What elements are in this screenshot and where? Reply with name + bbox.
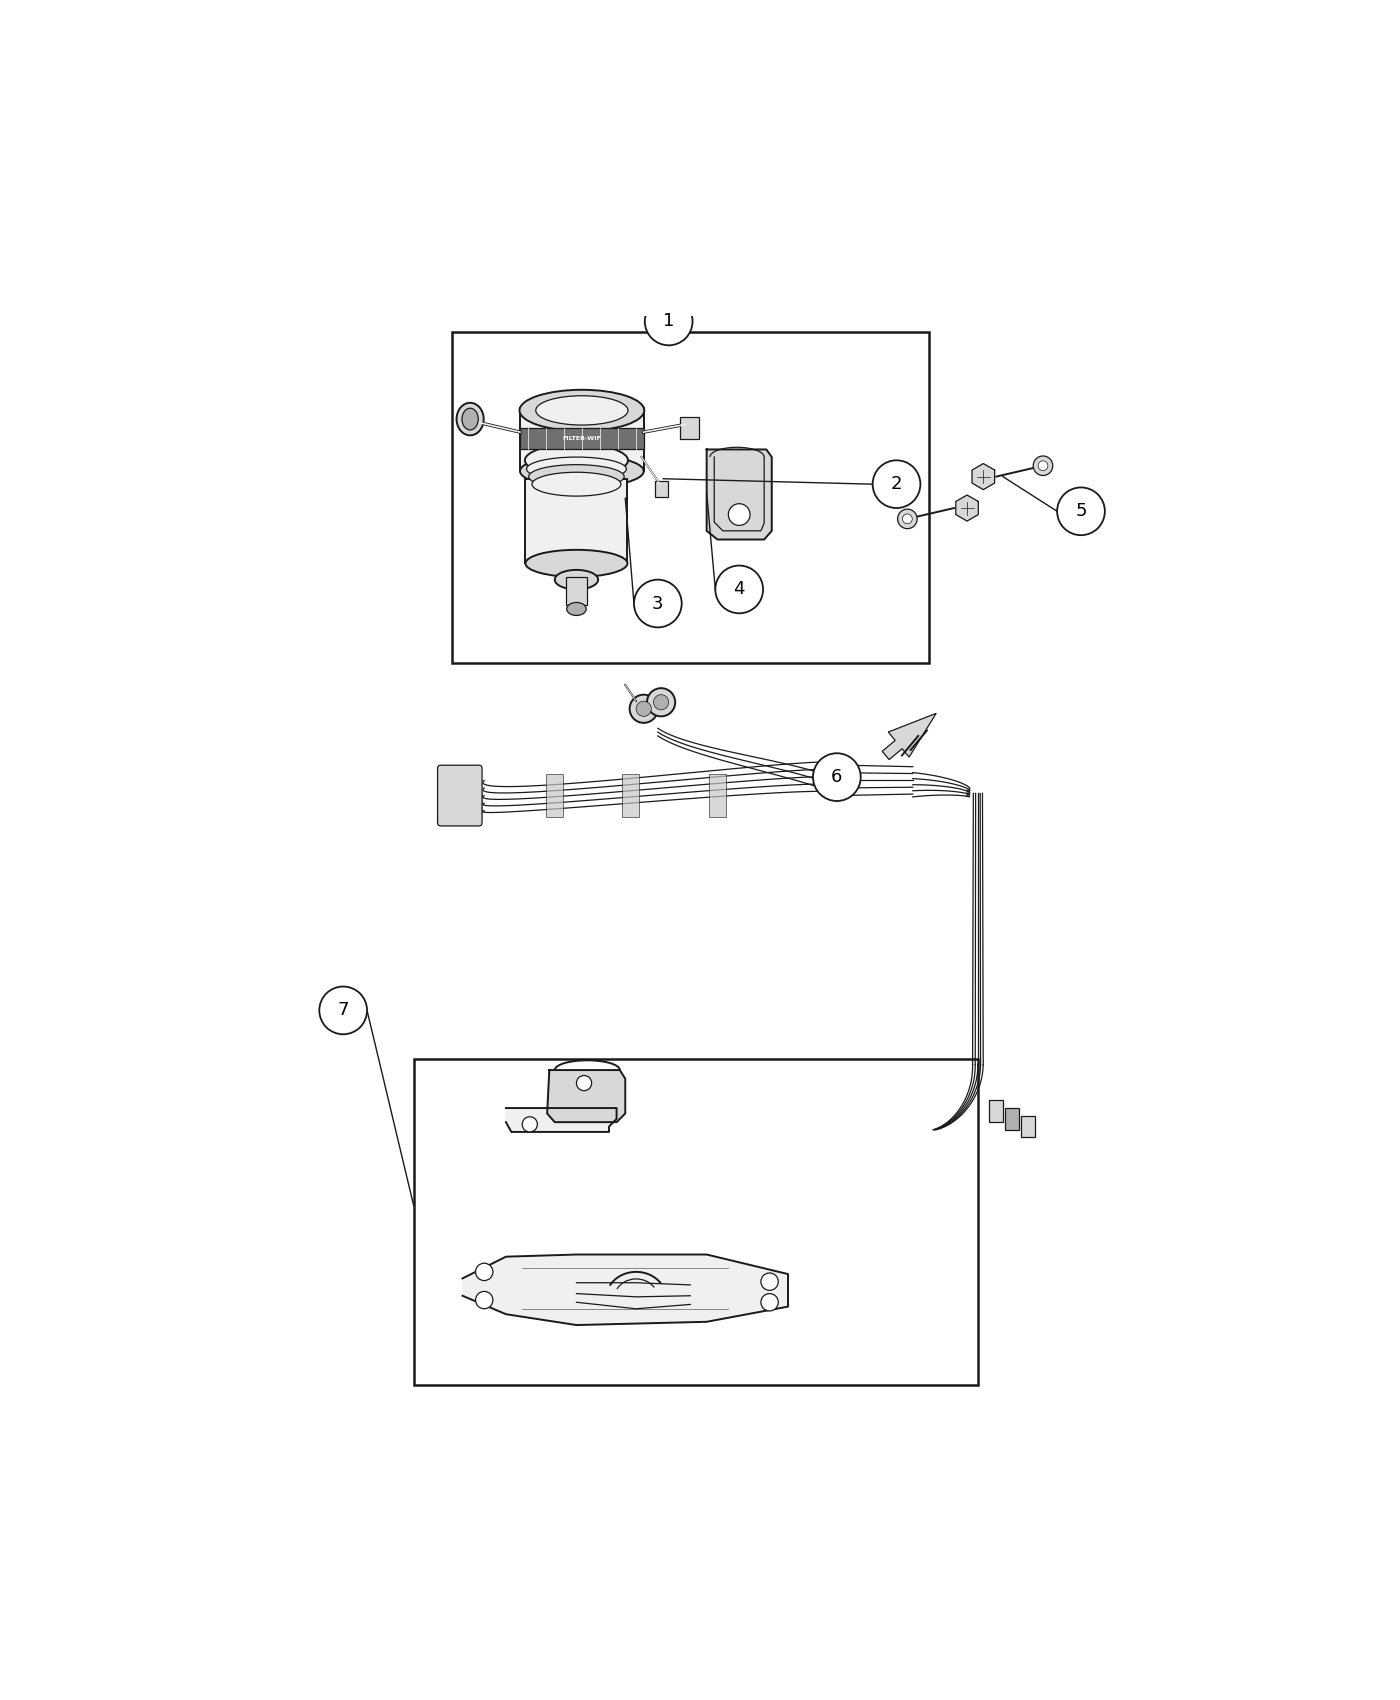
Circle shape [872,461,920,508]
Circle shape [1057,488,1105,536]
Bar [414,1059,977,1385]
Ellipse shape [519,456,644,488]
Circle shape [577,1076,592,1091]
Bar [988,1100,1002,1122]
Polygon shape [547,1069,626,1122]
Circle shape [476,1263,493,1280]
Ellipse shape [456,403,483,435]
Ellipse shape [554,570,598,590]
Ellipse shape [897,508,917,529]
Bar [655,481,668,496]
Bar [566,578,588,605]
Bar [622,774,640,818]
Ellipse shape [525,444,629,476]
Ellipse shape [529,464,624,488]
Ellipse shape [519,389,644,432]
Circle shape [728,503,750,525]
Polygon shape [956,495,979,522]
Bar [708,774,727,818]
Circle shape [715,566,763,614]
Bar [519,428,644,449]
Circle shape [645,298,693,345]
Circle shape [461,785,482,806]
Circle shape [461,792,482,814]
Text: 6: 6 [832,768,843,785]
Bar [525,479,627,563]
Bar [1005,1108,1019,1130]
Ellipse shape [1039,461,1047,471]
Text: 5: 5 [1075,502,1086,520]
Circle shape [522,1117,538,1132]
Ellipse shape [525,549,627,576]
Bar [1022,1115,1036,1137]
Ellipse shape [536,396,629,425]
Polygon shape [505,1108,616,1132]
Circle shape [762,1273,778,1290]
Bar [519,408,644,471]
Ellipse shape [532,473,622,496]
Bar [452,332,930,663]
Circle shape [461,801,482,821]
Text: 7: 7 [337,1001,349,1020]
Text: FILTER-WIF: FILTER-WIF [563,437,601,440]
Text: 3: 3 [652,595,664,612]
FancyBboxPatch shape [438,765,482,826]
Bar [679,416,699,439]
Circle shape [476,1292,493,1309]
Polygon shape [707,449,771,539]
Circle shape [654,695,669,711]
Circle shape [636,700,651,716]
Polygon shape [462,1255,788,1324]
Circle shape [630,695,658,722]
Polygon shape [972,464,994,490]
Circle shape [813,753,861,801]
Circle shape [762,1294,778,1311]
Circle shape [319,986,367,1034]
Text: 4: 4 [734,580,745,598]
Circle shape [647,688,675,716]
Ellipse shape [462,408,479,430]
Ellipse shape [567,602,587,615]
Text: 1: 1 [664,313,675,330]
FancyArrow shape [882,714,937,760]
Ellipse shape [1033,456,1053,476]
Ellipse shape [903,513,913,524]
Circle shape [634,580,682,627]
Text: 2: 2 [890,476,902,493]
Bar [546,774,563,818]
Ellipse shape [526,457,626,481]
